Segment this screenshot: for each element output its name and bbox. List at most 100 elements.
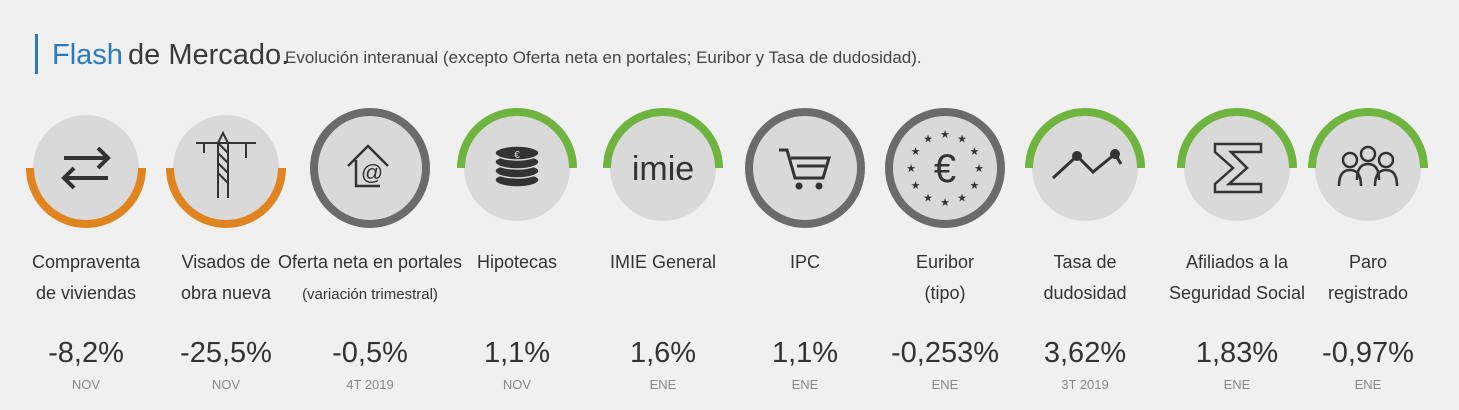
indicator-label: registrado xyxy=(1328,283,1408,303)
indicator-period: NOV xyxy=(72,377,101,392)
icon-circle xyxy=(33,115,139,221)
indicator: Visados de obra nueva -25,5% NOV xyxy=(166,115,286,392)
icon: ★ xyxy=(957,134,967,146)
title-bar xyxy=(35,34,38,74)
ring xyxy=(603,108,723,169)
icon-circle xyxy=(1032,115,1138,221)
indicator: Paro registrado -0,97% ENE xyxy=(1308,108,1428,392)
icon xyxy=(196,130,256,198)
indicator-label: (variación trimestral) xyxy=(302,286,438,303)
icon: € ★★★★★★★★★ ★ ★★ xyxy=(906,129,984,209)
indicator-period: ENE xyxy=(792,377,819,392)
icon xyxy=(1213,142,1263,194)
title-accent: Flash xyxy=(52,39,123,71)
icon: @ xyxy=(361,160,383,185)
ring xyxy=(310,108,430,228)
indicator-value: 1,1% xyxy=(772,337,838,369)
ring xyxy=(457,108,577,169)
indicator-label: Paro xyxy=(1349,252,1387,272)
indicator-label: IPC xyxy=(790,252,820,272)
indicator-label: dudosidad xyxy=(1043,283,1126,303)
indicator: Afiliados a la Seguridad Social 1,83% ENE xyxy=(1169,108,1305,392)
indicator-label: Hipotecas xyxy=(477,252,557,272)
icon xyxy=(61,146,111,190)
indicator-label: Visados de xyxy=(182,252,271,272)
indicator-label: de viviendas xyxy=(36,283,136,303)
icon: ★ xyxy=(923,192,933,204)
icon-circle xyxy=(892,115,998,221)
ring xyxy=(26,167,146,228)
icon: ★ xyxy=(974,163,984,175)
icon: ★ xyxy=(970,146,980,158)
ring xyxy=(1308,108,1428,169)
icon xyxy=(1072,151,1082,161)
indicator-label: Oferta neta en portales xyxy=(278,252,462,272)
indicator-label: Afiliados a la xyxy=(1186,252,1289,272)
icon: € xyxy=(514,150,520,161)
icon: imie xyxy=(632,150,694,188)
indicator-period: NOV xyxy=(212,377,241,392)
icon: @ xyxy=(347,144,389,188)
icon xyxy=(196,130,256,198)
title: de Mercado. xyxy=(128,39,289,71)
icon xyxy=(1213,142,1263,194)
indicator: € ★★★★★★★★★ ★ ★★Euribor(tipo)-0,253%ENE xyxy=(885,108,1005,392)
subtitle: Evolución interanual (excepto Oferta net… xyxy=(285,48,922,67)
indicator-label: Compraventa xyxy=(32,252,141,272)
icon xyxy=(815,182,823,190)
ring xyxy=(1177,108,1297,169)
icon: ★ xyxy=(940,129,950,141)
indicator-value: 1,83% xyxy=(1196,337,1278,369)
indicator-value: -0,97% xyxy=(1322,337,1414,369)
icon: imie xyxy=(632,150,694,188)
indicator-period: 4T 2019 xyxy=(346,377,393,392)
ring xyxy=(745,108,865,228)
icon xyxy=(61,146,111,190)
indicator-period: ENE xyxy=(1224,377,1251,392)
indicator: @ Oferta neta en portales (variación trime… xyxy=(278,108,462,392)
icon xyxy=(1337,168,1363,187)
indicator-label: (tipo) xyxy=(924,283,965,303)
indicator-period: ENE xyxy=(1355,377,1382,392)
icon: € xyxy=(494,145,540,188)
icon-circle xyxy=(1184,115,1290,221)
icon: ★ xyxy=(940,197,950,209)
icon xyxy=(1341,151,1359,169)
icon xyxy=(1359,145,1377,163)
icon: ★ xyxy=(957,192,967,204)
icon xyxy=(779,148,832,190)
icon xyxy=(1051,149,1123,180)
icon: ★ xyxy=(923,134,933,146)
indicator-value: 1,1% xyxy=(484,337,550,369)
indicator-value: 1,6% xyxy=(630,337,696,369)
icon xyxy=(347,144,389,188)
indicator-value: -25,5% xyxy=(180,337,272,369)
icon xyxy=(795,182,803,190)
indicator: Tasa de dudosidad 3,62% 3T 2019 xyxy=(1025,108,1145,392)
indicator-label: obra nueva xyxy=(181,283,272,303)
icon xyxy=(494,145,540,161)
icon: ★ xyxy=(970,180,980,192)
indicator: IPC 1,1% ENE xyxy=(745,108,865,392)
icon-circle xyxy=(317,115,423,221)
icon-circle xyxy=(610,115,716,221)
icon-circle xyxy=(752,115,858,221)
icon xyxy=(1337,145,1399,187)
indicator-label: Tasa de xyxy=(1053,252,1116,272)
icon: ★ xyxy=(906,163,916,175)
indicator-label: Euribor xyxy=(916,252,974,272)
ring xyxy=(1025,108,1145,169)
indicator: imie IMIE General 1,6% ENE xyxy=(603,108,723,392)
ring xyxy=(885,108,1005,228)
ring xyxy=(166,167,286,228)
icon: ★ xyxy=(911,180,921,192)
indicator-period: ENE xyxy=(932,377,959,392)
icon: € xyxy=(934,147,956,191)
indicator-value: -0,5% xyxy=(332,337,408,369)
indicator: Compraventa de viviendas -8,2% NOV xyxy=(26,115,146,392)
icon xyxy=(1377,151,1395,169)
icon xyxy=(1110,149,1120,159)
indicator-period: NOV xyxy=(503,377,532,392)
